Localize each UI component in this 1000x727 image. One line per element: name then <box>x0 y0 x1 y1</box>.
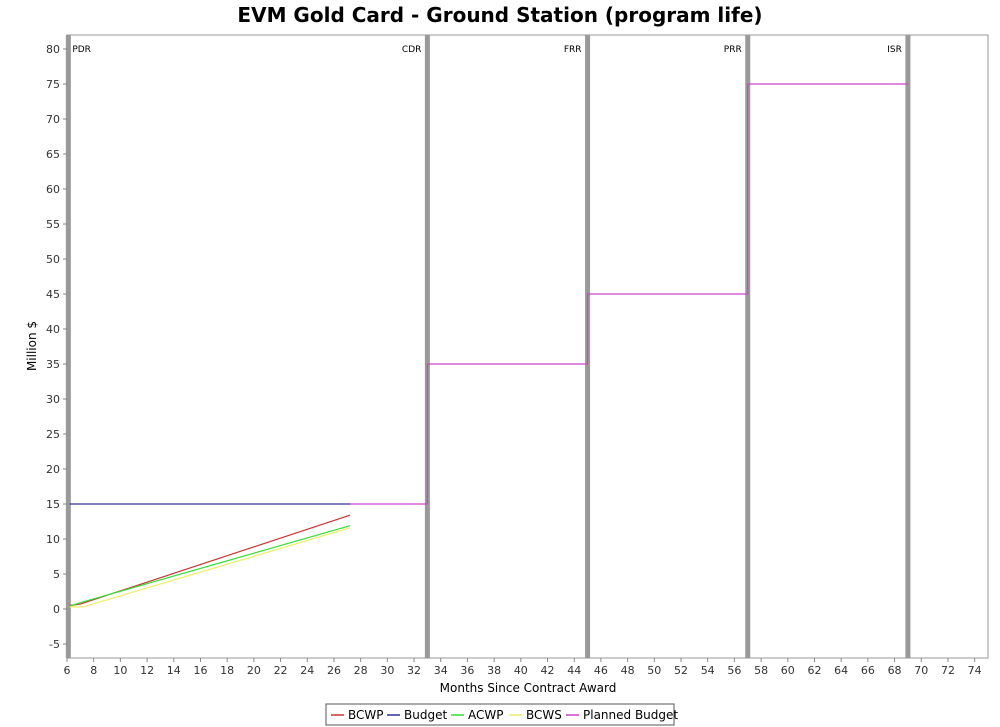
y-tick-label: 75 <box>46 78 60 91</box>
x-tick-label: 40 <box>514 664 528 677</box>
legend-entry: ACWP <box>468 708 503 722</box>
x-tick-label: 72 <box>941 664 955 677</box>
x-tick-label: 38 <box>487 664 501 677</box>
x-tick-label: 26 <box>327 664 341 677</box>
x-tick-label: 42 <box>541 664 555 677</box>
y-tick-label: 20 <box>46 463 60 476</box>
x-tick-label: 62 <box>807 664 821 677</box>
legend-entry: BCWS <box>526 708 562 722</box>
series-group <box>69 83 908 608</box>
legend-box <box>325 703 675 726</box>
x-tick-label: 18 <box>220 664 234 677</box>
x-tick-label: 44 <box>567 664 581 677</box>
y-tick-label: 10 <box>46 533 60 546</box>
y-tick-label: 60 <box>46 183 60 196</box>
y-tick-label: 0 <box>53 603 60 616</box>
x-tick-label: 8 <box>90 664 97 677</box>
x-tick-label: 36 <box>460 664 474 677</box>
milestone-label: PDR <box>72 45 91 55</box>
x-tick-label: 64 <box>834 664 848 677</box>
x-tick-label: 48 <box>621 664 635 677</box>
y-tick-label: 45 <box>46 288 60 301</box>
y-tick-label: 40 <box>46 323 60 336</box>
x-tick-label: 30 <box>380 664 394 677</box>
milestone-label: CDR <box>402 45 421 55</box>
y-tick-label: 80 <box>46 43 60 56</box>
x-tick-label: 46 <box>594 664 608 677</box>
x-tick-label: 52 <box>674 664 688 677</box>
x-tick-label: 22 <box>274 664 288 677</box>
milestone-label: PRR <box>724 45 742 55</box>
x-tick-label: 16 <box>193 664 207 677</box>
x-tick-label: 54 <box>701 664 715 677</box>
y-tick-label: 55 <box>46 218 60 231</box>
x-tick-label: 28 <box>354 664 368 677</box>
series-line <box>350 83 908 505</box>
x-axis-label: Months Since Contract Award <box>440 681 617 695</box>
y-tick-label: 70 <box>46 113 60 126</box>
x-tick-label: 58 <box>754 664 768 677</box>
y-tick-label: 5 <box>53 568 60 581</box>
x-tick-label: 34 <box>434 664 448 677</box>
x-tick-label: 56 <box>727 664 741 677</box>
plot-area <box>66 34 989 659</box>
milestone-label: FRR <box>564 45 582 55</box>
y-tick-label: 35 <box>46 358 60 371</box>
x-tick-label: 50 <box>647 664 661 677</box>
x-tick-label: 68 <box>888 664 902 677</box>
series-line <box>69 527 351 608</box>
chart-title: EVM Gold Card - Ground Station (program … <box>237 3 762 27</box>
legend-entry: Budget <box>404 708 447 722</box>
x-tick-label: 32 <box>407 664 421 677</box>
y-axis-label: Million $ <box>25 321 39 371</box>
y-tick-label: 30 <box>46 393 60 406</box>
x-tick-label: 20 <box>247 664 261 677</box>
x-tick-label: 12 <box>140 664 154 677</box>
y-tick-label: 15 <box>46 498 60 511</box>
x-tick-label: 74 <box>968 664 982 677</box>
legend-entry: BCWP <box>348 708 384 722</box>
y-tick-label: -5 <box>49 638 60 651</box>
x-tick-label: 70 <box>914 664 928 677</box>
series-line <box>69 525 351 607</box>
x-tick-label: 66 <box>861 664 875 677</box>
x-tick-label: 10 <box>113 664 127 677</box>
y-tick-label: 50 <box>46 253 60 266</box>
milestone-label: ISR <box>887 45 902 55</box>
x-tick-label: 14 <box>167 664 181 677</box>
legend: BCWP Budget ACWP BCWS Planned Budget <box>325 703 678 726</box>
y-tick-label: 65 <box>46 148 60 161</box>
x-tick-label: 24 <box>300 664 314 677</box>
x-tick-label: 6 <box>64 664 71 677</box>
legend-entry: Planned Budget <box>583 708 678 722</box>
y-tick-label: 25 <box>46 428 60 441</box>
x-tick-label: 60 <box>781 664 795 677</box>
